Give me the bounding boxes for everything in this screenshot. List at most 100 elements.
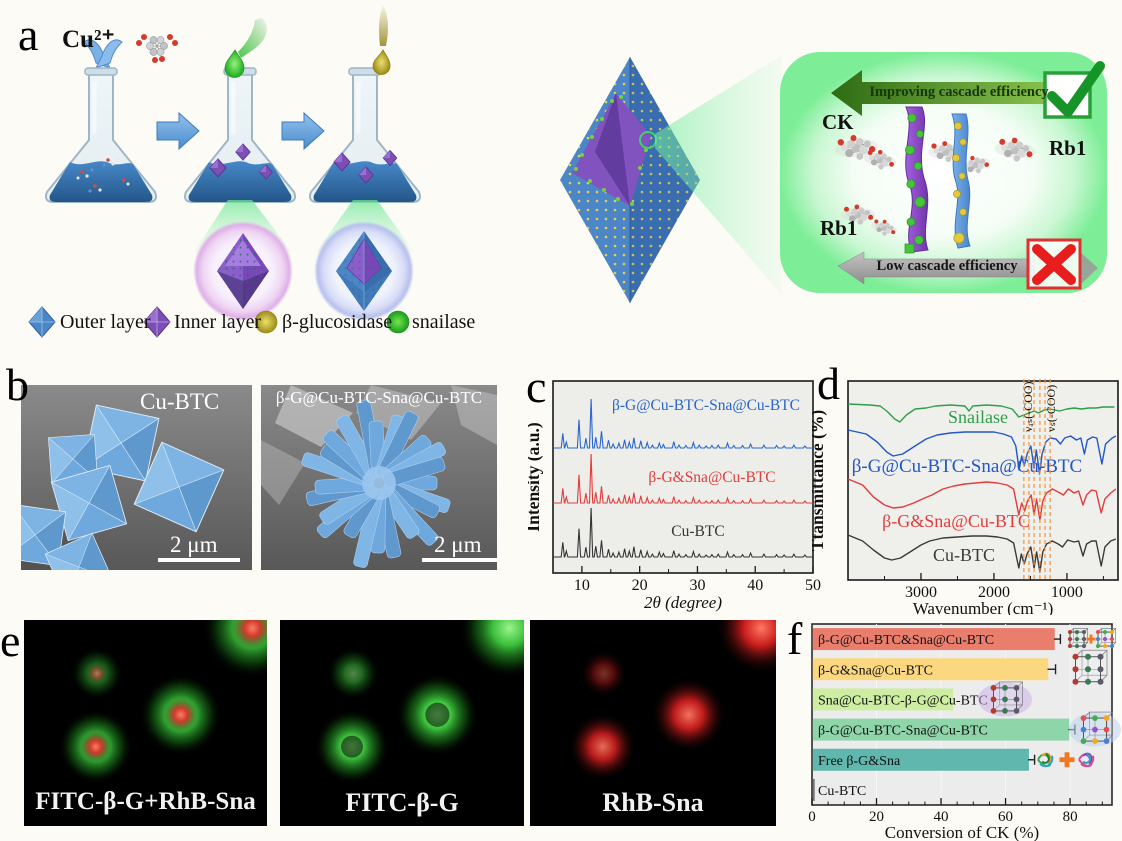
icon-cube-dot xyxy=(1103,738,1110,744)
legend-glucosidase-label: β-glucosidase xyxy=(282,311,393,333)
big-octahedron xyxy=(560,57,700,303)
bar-1 xyxy=(812,658,1049,681)
icon-cube-dot xyxy=(1092,726,1098,733)
panel-label-c: c xyxy=(526,361,547,412)
icon-enzyme-squiggle xyxy=(1039,755,1054,768)
sem-image-cubtc xyxy=(21,385,252,570)
ftir-tick-label: 2000 xyxy=(978,584,1010,601)
icon-cube-dot xyxy=(1084,653,1092,660)
bar-3 xyxy=(812,718,1070,741)
bar-category-label-1: β-G&Sna@Cu-BTC xyxy=(818,663,933,678)
flask-2 xyxy=(183,67,297,203)
fluor-dark-center xyxy=(425,702,450,727)
trimesic-acid-molecule xyxy=(136,34,178,63)
ftir-series-0 xyxy=(847,403,1115,423)
icon-cube-dot xyxy=(1097,678,1104,685)
icon-cube-dot xyxy=(1074,636,1080,642)
ftir-series-label-3: Cu-BTC xyxy=(933,545,995,565)
icon-cube-dot xyxy=(1102,643,1108,649)
fluorescence-rhb-art xyxy=(530,620,776,826)
icon-cube-dot xyxy=(1095,629,1101,635)
core-shell-octahedron xyxy=(336,231,392,311)
panel-a-illustration xyxy=(28,4,1107,338)
icon-cube-dot xyxy=(1067,629,1073,635)
panel-label-a: a xyxy=(18,9,39,60)
sem-coreshell-scale-text: 2 μm xyxy=(434,532,482,557)
icon-cube-dot xyxy=(1092,715,1098,721)
icon-cube-dot xyxy=(990,696,997,703)
panel-label-f: f xyxy=(787,613,803,664)
icon-cube-dot xyxy=(1080,738,1087,744)
panel-label-e: e xyxy=(0,615,21,666)
snailase-drop-trail xyxy=(238,18,267,58)
legend-outer-layer-label: Outer layer xyxy=(60,311,151,333)
glucosidase-drop-trail xyxy=(379,4,388,46)
conversion-bar-chart: 0 20 40 60 80 Conversion of CK (%) β-G@Cu-BTC&… xyxy=(808,623,1121,841)
xrd-tick-label: 30 xyxy=(689,577,705,594)
ftir-annotation-0: νₐₛ(-COO) xyxy=(1021,381,1035,432)
fluorescence-fitc-image xyxy=(280,620,524,826)
icon-cube-dot xyxy=(1013,685,1020,691)
fluor-dark-center xyxy=(341,735,363,758)
ftir-yaxis-label: Ttansmittance (%) xyxy=(812,410,827,552)
icon-cube-dot xyxy=(990,685,997,691)
legend-inner-layer-label: Inner layer xyxy=(174,311,262,333)
xrd-tick-label: 10 xyxy=(574,577,590,594)
icon-plus xyxy=(1064,752,1070,768)
fluor-red-core xyxy=(86,662,108,685)
snailase-membrane xyxy=(904,106,929,254)
icon-cube-dot xyxy=(1081,643,1087,649)
fluor-green-blob xyxy=(327,647,379,700)
sem-image-coreshell xyxy=(261,385,497,570)
fluor-red-blob xyxy=(580,650,628,697)
bar-0 xyxy=(812,628,1055,651)
fluor-rhb-label: RhB-Sna xyxy=(602,788,704,817)
icon-cube-back xyxy=(1081,649,1108,676)
ftir-annotation-1: νₛ(-COO) xyxy=(1044,385,1058,432)
xrd-tick-label: 50 xyxy=(805,577,821,594)
sem-cubtc-label: Cu-BTC xyxy=(140,389,220,414)
fluor-merge-label: FITC-β-G+RhB-Sna xyxy=(35,788,256,815)
icon-cube-dot xyxy=(1092,738,1098,744)
xrd-chart: 10 20 30 40 50 2θ (degree) Intensity (a.u.) β-G… xyxy=(528,380,821,612)
inner-layer-octahedron xyxy=(217,233,269,309)
xrd-series-2 xyxy=(553,507,813,558)
icon-cube-dot xyxy=(1109,629,1115,635)
improving-arrow xyxy=(831,70,1057,116)
step-arrow-1 xyxy=(156,111,200,151)
icon-cube-dot xyxy=(1084,666,1092,673)
icon-cube-dot xyxy=(1084,678,1092,685)
legend-glucosidase-icon xyxy=(254,310,278,334)
flask-1-contents xyxy=(76,157,130,193)
bar-tick-label: 20 xyxy=(869,809,884,825)
icon-cube-dot xyxy=(1095,643,1101,649)
icon-cube-dot xyxy=(1080,715,1087,721)
fluorescence-rhb-image xyxy=(530,620,776,826)
sem-cubtc-scale-text: 2 μm xyxy=(170,532,218,557)
bar-xaxis-label: Conversion of CK (%) xyxy=(885,823,1039,841)
icon-cube-dot xyxy=(1013,696,1020,703)
fluor-red-core xyxy=(80,731,111,762)
icon-plus xyxy=(1089,634,1093,644)
icon-cube-dot xyxy=(1109,643,1115,649)
icon-cube-dot xyxy=(1081,629,1087,635)
ck-label: CK xyxy=(822,110,854,134)
xrd-tick-label: 40 xyxy=(747,577,763,594)
icon-enzyme-squiggle xyxy=(1041,752,1052,765)
icon-cube-dot xyxy=(1067,643,1073,649)
icon-cube-dot xyxy=(1097,666,1104,673)
icon-cube-dot xyxy=(1103,715,1110,721)
xrd-xaxis-label: 2θ (degree) xyxy=(644,593,722,612)
fluorescence-merge-image xyxy=(24,620,267,826)
zoom-cone-3 xyxy=(655,55,782,295)
xrd-frame xyxy=(552,380,814,574)
icon-cube-dot xyxy=(1074,629,1080,635)
icon-cube-dot xyxy=(1013,708,1020,714)
fluor-red-core xyxy=(163,697,198,732)
ftir-tick-label: 1000 xyxy=(1051,584,1083,601)
fluor-green-blob xyxy=(460,620,524,678)
sem-coreshell-art xyxy=(261,385,497,570)
icon-cube-dot xyxy=(1080,726,1087,733)
flask-1 xyxy=(44,67,158,203)
xrd-series-label-0: β-G@Cu-BTC-Sna@Cu-BTC xyxy=(612,397,800,414)
